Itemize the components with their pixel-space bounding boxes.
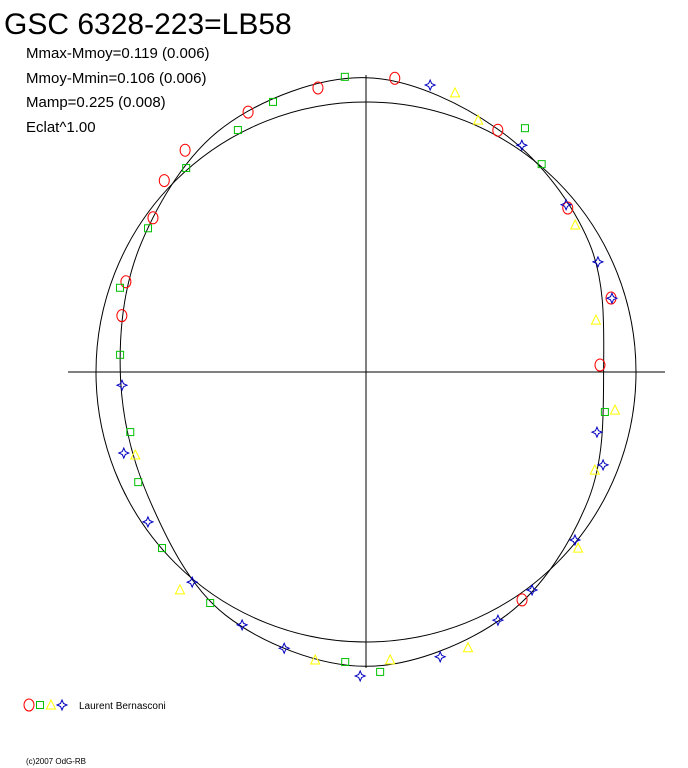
marker-square <box>116 283 125 292</box>
marker-square <box>182 164 191 173</box>
marker-circle <box>562 201 574 215</box>
stat-line: Mmoy-Mmin=0.106 (0.006) <box>26 70 206 87</box>
marker-circle <box>158 174 170 188</box>
marker-square <box>600 407 609 416</box>
marker-circle <box>389 71 401 85</box>
marker-circle <box>120 275 132 289</box>
marker-triangle <box>589 463 601 475</box>
marker-star <box>515 138 529 152</box>
marker-star <box>433 650 447 664</box>
legend-marker <box>45 698 57 710</box>
marker-circle <box>116 309 128 323</box>
marker-square <box>206 599 215 608</box>
reference-circle <box>95 101 637 643</box>
marker-square <box>116 350 125 359</box>
marker-square <box>376 667 385 676</box>
marker-triangle <box>462 641 474 653</box>
fit-curve <box>119 77 605 667</box>
legend-marker <box>36 701 44 709</box>
marker-triangle <box>609 403 621 415</box>
chart-title: GSC 6328-223=LB58 <box>4 8 292 41</box>
marker-triangle <box>449 86 461 98</box>
marker-triangle <box>590 314 602 325</box>
marker-star <box>559 198 573 211</box>
stat-line: Mmax-Mmoy=0.119 (0.006) <box>26 45 210 62</box>
marker-triangle <box>472 114 484 125</box>
marker-star <box>141 515 155 529</box>
marker-triangle <box>130 448 141 460</box>
marker-triangle <box>174 583 186 595</box>
legend-label: Laurent Bernasconi <box>79 701 166 712</box>
marker-star <box>590 425 604 439</box>
marker-star <box>423 78 437 92</box>
marker-circle <box>179 143 191 157</box>
marker-triangle <box>572 541 584 553</box>
marker-circle <box>516 593 528 607</box>
marker-triangle <box>384 653 396 665</box>
marker-star <box>277 641 291 655</box>
marker-square <box>233 126 242 135</box>
stat-line: Mamp=0.225 (0.008) <box>26 94 166 111</box>
marker-square <box>520 124 529 133</box>
marker-star <box>185 575 199 589</box>
marker-square <box>340 72 349 81</box>
marker-square <box>134 478 143 487</box>
marker-star <box>596 458 610 472</box>
marker-circle <box>492 123 504 137</box>
marker-circle <box>594 358 606 372</box>
marker-star <box>115 378 129 392</box>
marker-circle <box>312 81 324 95</box>
marker-square <box>144 224 153 233</box>
marker-square <box>341 658 350 667</box>
marker-triangle <box>309 653 321 665</box>
marker-circle <box>242 105 254 119</box>
marker-star <box>491 613 505 627</box>
marker-square <box>158 544 167 553</box>
marker-star <box>568 533 582 547</box>
marker-star <box>235 618 249 632</box>
marker-triangle <box>569 218 581 230</box>
marker-square <box>126 428 135 437</box>
marker-star <box>605 291 619 305</box>
stat-line: Eclat^1.00 <box>26 119 96 136</box>
credit: (c)2007 OdG-RB <box>26 757 86 766</box>
marker-star <box>353 669 367 683</box>
legend-marker <box>55 698 69 712</box>
legend-marker <box>23 698 35 712</box>
marker-square <box>537 160 546 169</box>
marker-star <box>591 255 605 269</box>
marker-star <box>525 583 539 597</box>
marker-circle <box>147 211 159 225</box>
marker-square <box>268 97 277 106</box>
marker-star <box>117 446 131 460</box>
